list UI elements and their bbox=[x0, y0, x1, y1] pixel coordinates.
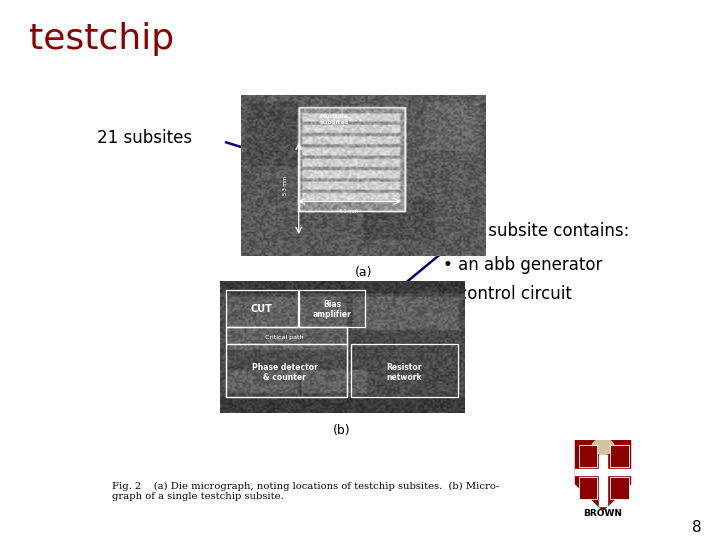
Bar bbox=[226, 345, 347, 397]
Bar bbox=[300, 290, 365, 327]
Text: Phase detector
& counter: Phase detector & counter bbox=[251, 363, 318, 382]
Text: Bias
amplifier: Bias amplifier bbox=[312, 300, 351, 319]
Text: 5.3 mm: 5.3 mm bbox=[283, 176, 288, 195]
Text: 8: 8 bbox=[693, 519, 702, 535]
Text: • control circuit: • control circuit bbox=[443, 285, 572, 302]
Bar bbox=[611, 446, 629, 467]
Bar bbox=[579, 477, 597, 500]
Text: Critical path: Critical path bbox=[265, 334, 304, 340]
Bar bbox=[351, 345, 459, 397]
Text: each subsite contains:: each subsite contains: bbox=[443, 222, 629, 240]
Text: 4.3 mm: 4.3 mm bbox=[339, 209, 359, 214]
Text: Multiple
subsites: Multiple subsites bbox=[320, 114, 349, 125]
Text: (a): (a) bbox=[355, 266, 372, 279]
Bar bbox=[226, 327, 347, 397]
Text: 21 subsites: 21 subsites bbox=[97, 129, 192, 147]
Text: Resistor
network: Resistor network bbox=[387, 363, 422, 382]
Text: testchip: testchip bbox=[29, 22, 174, 56]
Bar bbox=[579, 446, 597, 467]
Text: CUT: CUT bbox=[251, 304, 272, 314]
Text: BROWN: BROWN bbox=[583, 509, 622, 518]
Text: Fig. 2    (a) Die micrograph, noting locations of testchip subsites.  (b) Micro-: Fig. 2 (a) Die micrograph, noting locati… bbox=[112, 482, 499, 501]
Bar bbox=[611, 477, 629, 500]
Text: • an abb generator: • an abb generator bbox=[443, 256, 602, 274]
Polygon shape bbox=[575, 469, 631, 475]
Polygon shape bbox=[599, 455, 607, 506]
Bar bbox=[226, 327, 347, 345]
Bar bbox=[226, 290, 298, 327]
Text: (b): (b) bbox=[333, 424, 351, 437]
Circle shape bbox=[592, 439, 614, 455]
Polygon shape bbox=[575, 440, 631, 510]
